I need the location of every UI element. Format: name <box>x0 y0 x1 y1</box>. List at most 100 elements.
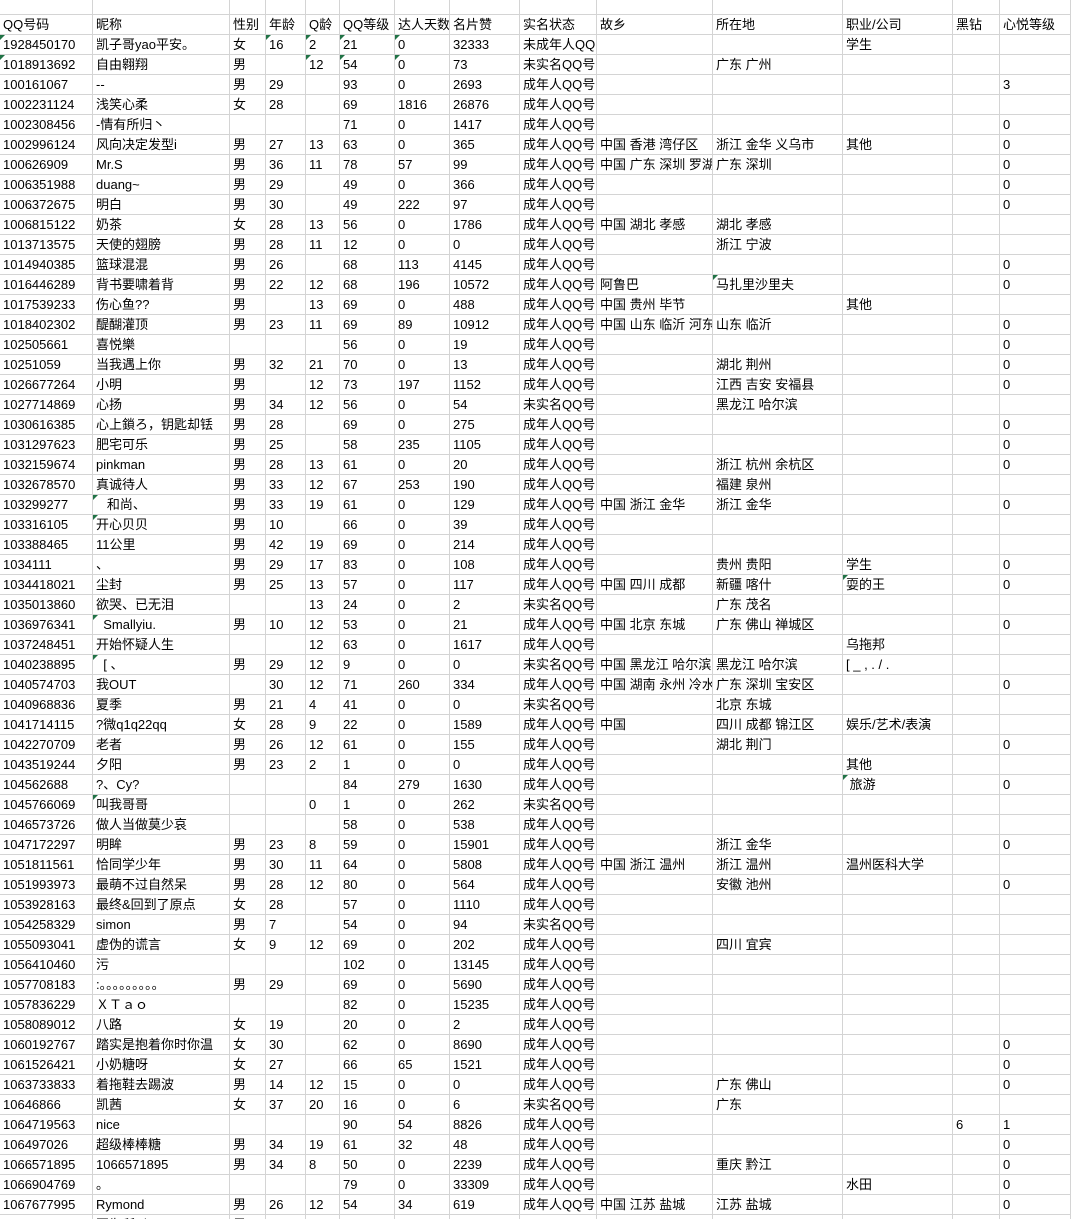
cell[interactable]: 四川 宜宾 <box>713 935 843 955</box>
cell[interactable]: 喜悦樂 <box>93 335 230 355</box>
cell[interactable] <box>266 775 306 795</box>
cell[interactable]: 天使的翅膀 <box>93 235 230 255</box>
cell[interactable] <box>713 95 843 115</box>
cell[interactable] <box>1000 975 1071 995</box>
cell[interactable] <box>597 955 713 975</box>
cell[interactable] <box>953 675 1000 695</box>
cell[interactable]: 26 <box>266 255 306 275</box>
cell[interactable] <box>597 175 713 195</box>
cell[interactable]: 0 <box>1000 675 1071 695</box>
cell[interactable] <box>953 615 1000 635</box>
cell[interactable]: 污 <box>93 955 230 975</box>
cell[interactable]: 中国 贵州 毕节 <box>597 295 713 315</box>
cell[interactable] <box>953 655 1000 675</box>
cell[interactable]: 53 <box>340 615 395 635</box>
cell[interactable]: 564 <box>450 875 520 895</box>
cell[interactable] <box>843 515 953 535</box>
cell[interactable] <box>713 955 843 975</box>
cell[interactable]: 中国 黑龙江 哈尔滨 <box>597 655 713 675</box>
cell[interactable]: 1014940385 <box>0 255 93 275</box>
cell[interactable]: 0 <box>395 575 450 595</box>
cell[interactable]: 12 <box>306 1195 340 1215</box>
cell[interactable] <box>597 435 713 455</box>
cell[interactable]: 1058089012 <box>0 1015 93 1035</box>
cell[interactable]: 102 <box>340 955 395 975</box>
cell[interactable] <box>713 175 843 195</box>
cell[interactable] <box>953 535 1000 555</box>
cell[interactable]: 0 <box>1000 275 1071 295</box>
cell[interactable]: 0 <box>1000 875 1071 895</box>
cell[interactable]: 男 <box>230 475 266 495</box>
cell[interactable] <box>597 455 713 475</box>
cell[interactable]: 成年人QQ号 <box>520 255 597 275</box>
cell[interactable] <box>953 1155 1000 1175</box>
cell[interactable]: 成年人QQ号 <box>520 1035 597 1055</box>
cell[interactable] <box>395 1215 450 1219</box>
cell[interactable] <box>1000 1015 1071 1035</box>
cell[interactable]: 61 <box>340 1135 395 1155</box>
cell[interactable]: 浙江 金华 <box>713 495 843 515</box>
cell[interactable]: 12 <box>306 735 340 755</box>
cell[interactable]: 61 <box>340 735 395 755</box>
cell[interactable] <box>597 1015 713 1035</box>
cell[interactable]: 28 <box>266 715 306 735</box>
cell[interactable]: 56 <box>340 395 395 415</box>
cell[interactable]: 女 <box>230 935 266 955</box>
cell[interactable] <box>1000 55 1071 75</box>
cell[interactable]: 0 <box>395 235 450 255</box>
cell[interactable]: 29 <box>266 175 306 195</box>
cell[interactable] <box>713 415 843 435</box>
cell[interactable] <box>843 155 953 175</box>
cell[interactable] <box>953 255 1000 275</box>
cell[interactable]: 113 <box>395 255 450 275</box>
cell[interactable]: 未实名QQ号 <box>520 595 597 615</box>
cell[interactable]: 福建 泉州 <box>713 475 843 495</box>
cell[interactable] <box>306 1015 340 1035</box>
cell[interactable] <box>713 915 843 935</box>
cell[interactable] <box>597 915 713 935</box>
cell[interactable] <box>597 35 713 55</box>
cell[interactable]: 成年人QQ号 <box>520 1195 597 1215</box>
cell[interactable]: 0 <box>1000 1075 1071 1095</box>
cell[interactable]: :。。。。。。。。。 <box>93 975 230 995</box>
cell[interactable] <box>1000 855 1071 875</box>
cell[interactable]: 0 <box>1000 1175 1071 1195</box>
cell[interactable]: 619 <box>450 1195 520 1215</box>
cell[interactable]: ?、Cy? <box>93 775 230 795</box>
cell[interactable]: 自由翱翔 <box>93 55 230 75</box>
cell[interactable]: 0 <box>1000 615 1071 635</box>
cell[interactable]: 0 <box>1000 115 1071 135</box>
cell[interactable] <box>953 935 1000 955</box>
cell[interactable]: 0 <box>395 975 450 995</box>
cell[interactable]: 0 <box>395 755 450 775</box>
cell[interactable]: 0 <box>395 295 450 315</box>
cell[interactable]: 12 <box>306 475 340 495</box>
cell[interactable]: 最萌不过自然呆 <box>93 875 230 895</box>
cell[interactable]: 凯子哥yao平安。 <box>93 35 230 55</box>
cell[interactable] <box>843 535 953 555</box>
cell[interactable] <box>713 755 843 775</box>
cell[interactable]: 男 <box>230 515 266 535</box>
cell[interactable]: 贵州 贵阳 <box>713 555 843 575</box>
cell[interactable]: 19 <box>266 1015 306 1035</box>
cell[interactable]: 中国 香港 湾仔区 <box>597 135 713 155</box>
cell[interactable] <box>953 595 1000 615</box>
cell[interactable]: 山东 临沂 <box>713 315 843 335</box>
cell[interactable]: 未实名QQ号 <box>520 1095 597 1115</box>
cell[interactable]: 58 <box>340 815 395 835</box>
cell[interactable]: 江苏 盐城 <box>713 1195 843 1215</box>
cell[interactable]: 女 <box>230 895 266 915</box>
cell[interactable]: 202 <box>450 935 520 955</box>
cell[interactable]: 0 <box>1000 455 1071 475</box>
cell[interactable] <box>843 1155 953 1175</box>
cell[interactable] <box>713 515 843 535</box>
cell[interactable]: 29 <box>266 975 306 995</box>
column-header[interactable]: 年龄 <box>266 15 306 35</box>
cell[interactable]: 0 <box>395 915 450 935</box>
cell[interactable]: 江西 吉安 安福县 <box>713 375 843 395</box>
cell[interactable] <box>306 175 340 195</box>
cell[interactable]: 0 <box>395 535 450 555</box>
cell[interactable]: 82 <box>340 995 395 1015</box>
cell[interactable] <box>597 1215 713 1219</box>
cell[interactable] <box>953 915 1000 935</box>
